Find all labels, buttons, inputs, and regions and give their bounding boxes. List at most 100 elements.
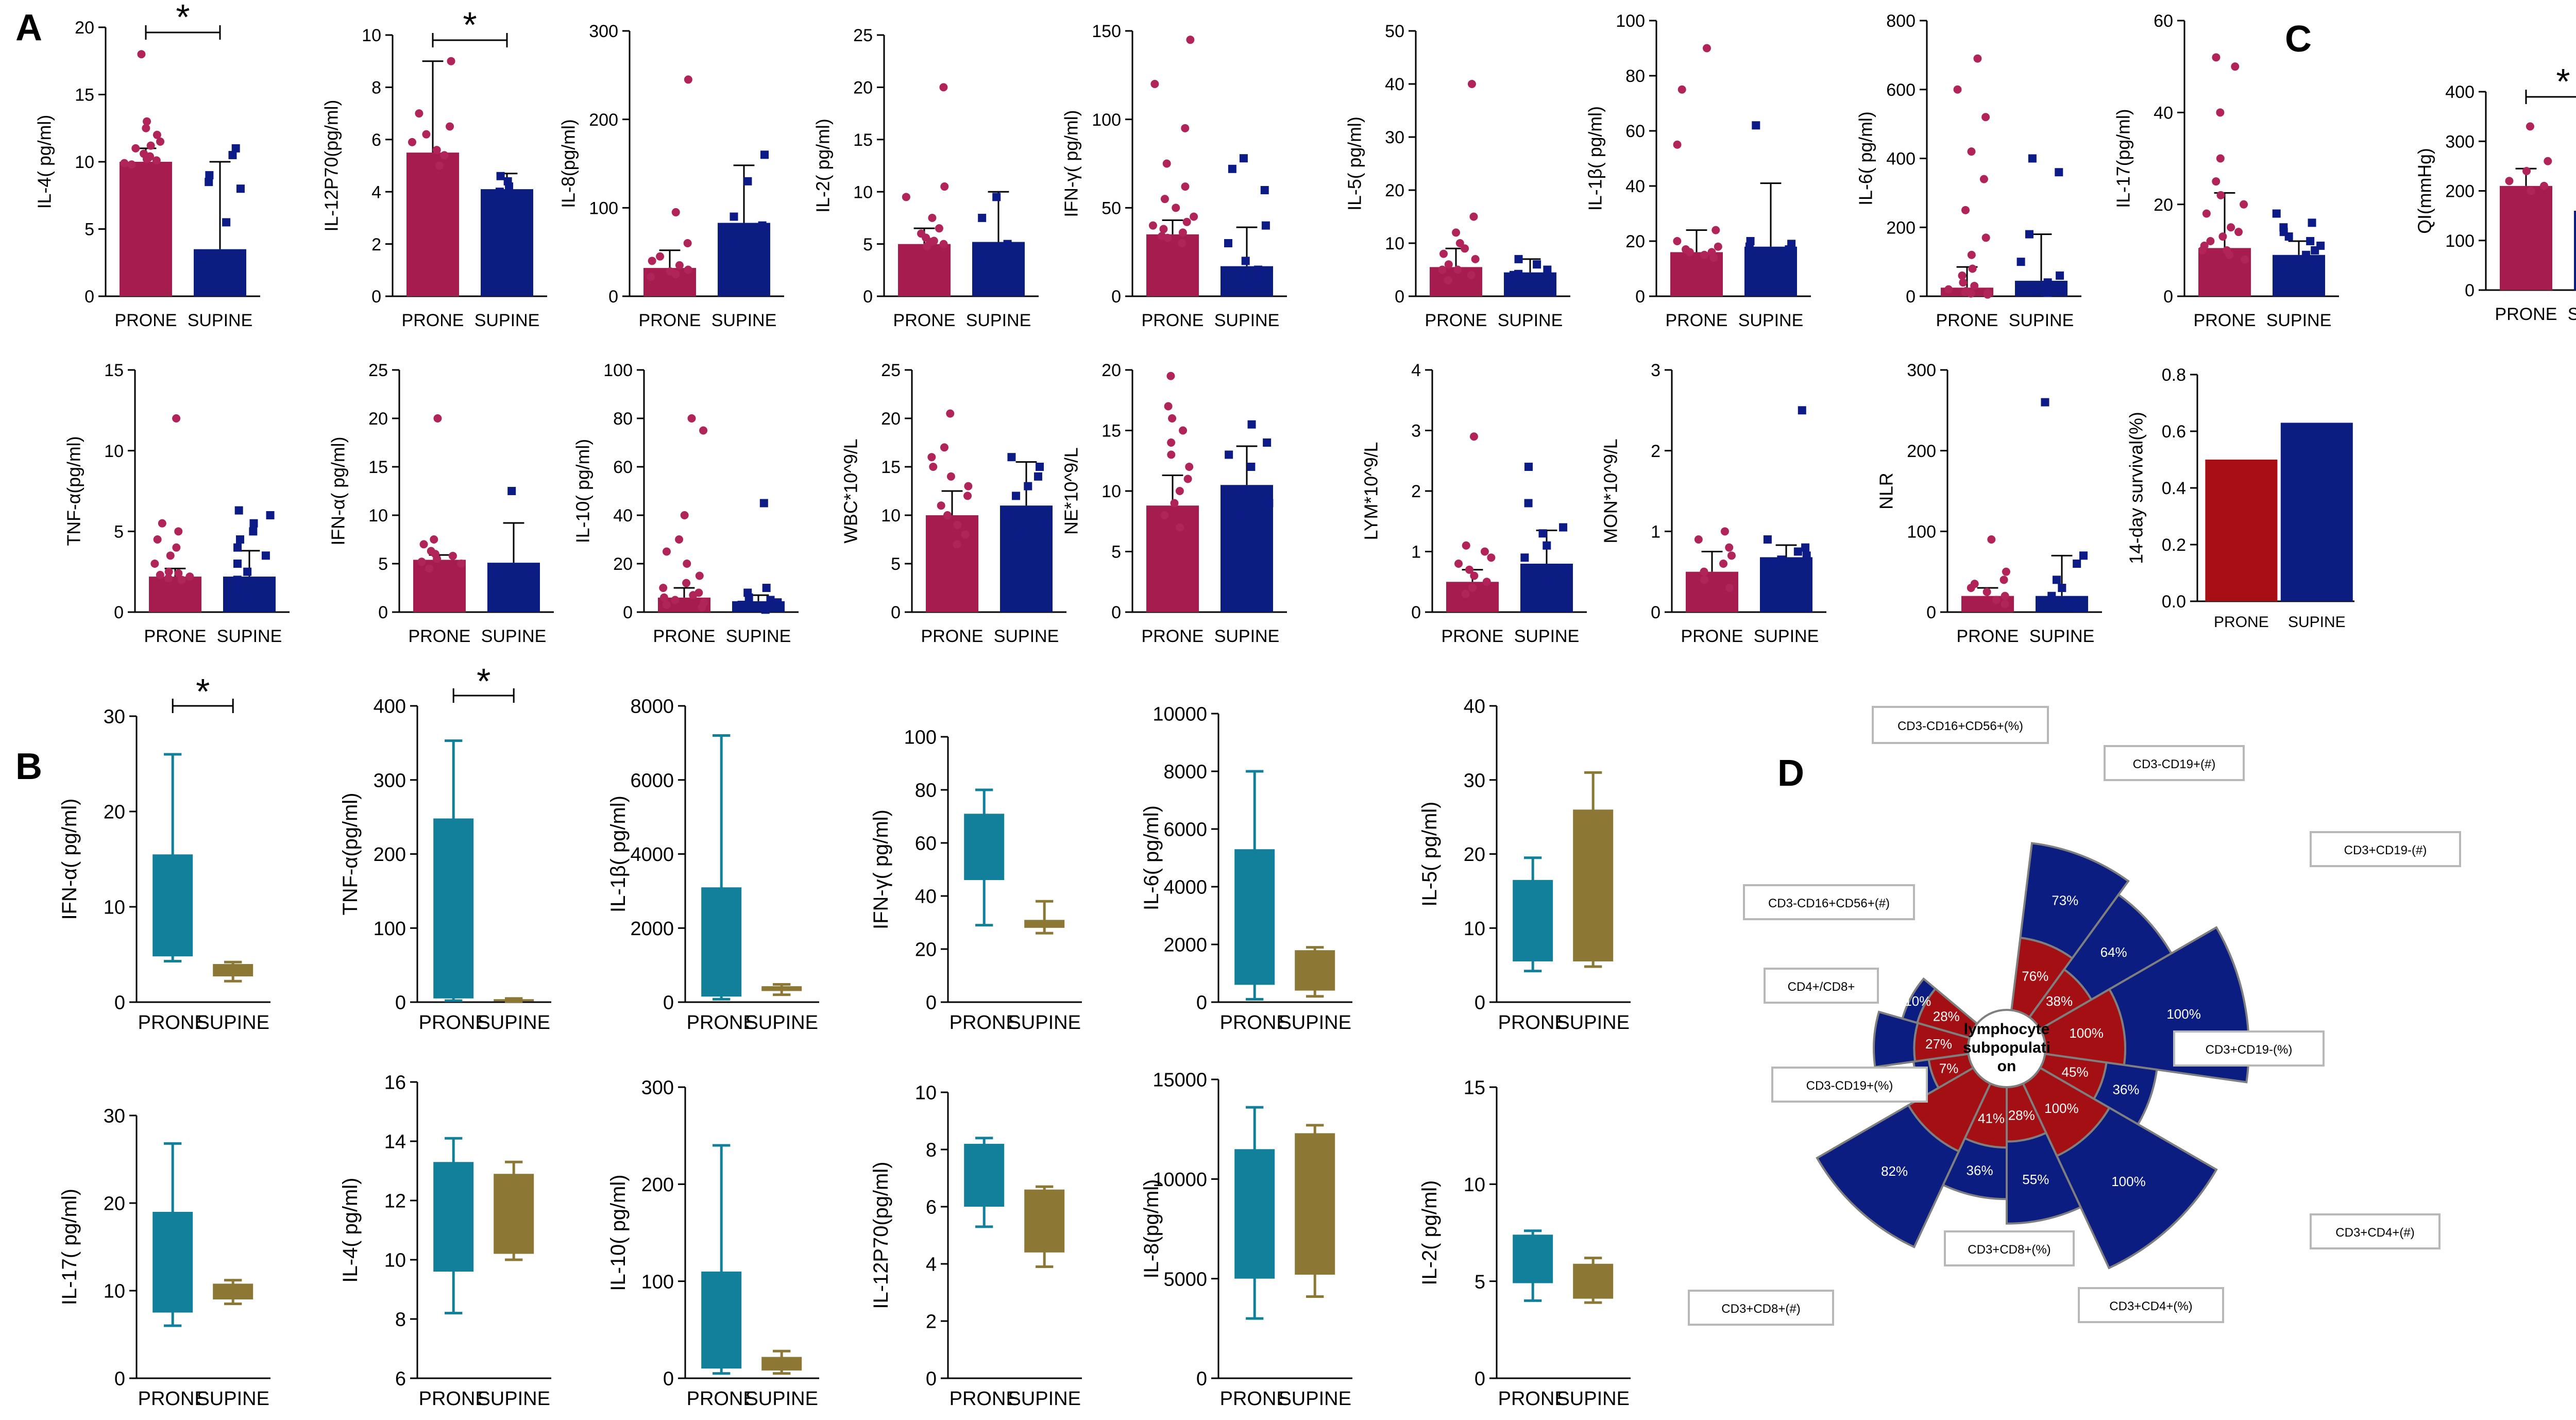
panelA-chart-4-point-prone	[940, 182, 949, 191]
panelA-chart-4-y-tick-label: 15	[853, 130, 873, 150]
panelA-chart-15-point-supine	[1524, 463, 1533, 471]
panelA-chart-12-point-prone	[700, 598, 708, 607]
panelA-chart-9-point-prone	[2218, 232, 2227, 241]
panelA-chart-2-point-prone	[408, 138, 416, 146]
panelA-chart-9-point-prone	[2231, 62, 2240, 71]
panelA-chart-10-point-prone	[174, 569, 183, 578]
panelC-chart-point-prone	[2505, 177, 2514, 185]
panelA-chart-17-y-tick-label: 300	[1907, 361, 1936, 380]
panelB-chart-4-y-tick-label: 40	[915, 886, 937, 908]
panelB-chart-10-y-tick-label: 2	[926, 1311, 937, 1333]
panelA-chart-17-point-prone	[2001, 591, 2009, 600]
panelB-chart-4-y-tick-label: 20	[915, 939, 937, 961]
panelA-chart-1-y-tick-label: 20	[75, 18, 94, 38]
panelA-chart-5-point-prone	[1181, 182, 1190, 191]
panelB-chart-10-y-tick-label: 0	[926, 1368, 937, 1390]
panelB-chart-9-y-tick-label: 300	[641, 1077, 674, 1099]
rose-category-label: CD3+CD19-(#)	[2344, 843, 2427, 857]
panelA-chart-14-point-prone	[1167, 450, 1176, 459]
panelA-chart-1: 0 5 10 15 20 IL-4( pg/ml) PRONE SUPINE *	[35, 0, 260, 330]
panelA-chart-17-point-supine	[2063, 600, 2072, 608]
panelA-chart-6-point-prone	[1467, 80, 1476, 88]
panelA-chart-13-point-prone	[943, 511, 952, 519]
panelA-chart-8-point-supine	[2043, 289, 2052, 297]
panelA-chart-3-point-prone	[648, 257, 656, 265]
panelA-chart-16-point-prone	[1700, 576, 1709, 584]
panelB-chart-2-y-tick-label: 300	[374, 770, 406, 791]
panelA-chart-16-point-supine	[1798, 406, 1806, 415]
panelA-chart-7-bar-supine	[1744, 246, 1797, 296]
panelA-chart-14-point-supine	[1247, 463, 1256, 471]
panelC-chart-y-tick-label: 300	[2445, 132, 2475, 151]
panelB-chart-12-x-label-prone: PRONE	[1498, 1388, 1568, 1410]
panelA-chart-5-point-prone	[1178, 228, 1187, 237]
panelA-chart-11-y-tick-label: 10	[368, 506, 388, 526]
panelA-chart-6-y-tick-label: 30	[1385, 128, 1404, 147]
panelA-chart-13-y-tick-label: 20	[881, 409, 901, 429]
panelA-chart-16-point-prone	[1725, 543, 1734, 552]
panelA-chart-4-y-tick-label: 20	[853, 78, 873, 98]
panelC-chart-point-prone	[2540, 181, 2549, 190]
panelA-chart-4-x-label-supine: SUPINE	[966, 311, 1031, 330]
panelC-chart-point-prone	[2522, 167, 2531, 175]
panelA-chart-5-point-prone	[1162, 159, 1171, 168]
panelA-chart-9-point-prone	[2216, 154, 2225, 163]
panelA-chart-7-y-tick-label: 40	[1625, 177, 1645, 196]
panelA-chart-5-point-prone	[1182, 217, 1191, 226]
panelC-chart-point-prone	[2544, 157, 2552, 165]
panelA-chart-14-point-supine	[1225, 450, 1233, 459]
panelA-chart-3-point-prone	[684, 265, 692, 274]
panelA-chart-1-point-prone	[142, 124, 150, 132]
panelB-chart-9-box-supine	[761, 1357, 802, 1371]
panelA-chart-1-point-supine	[205, 178, 213, 187]
panelB-chart-2-box-prone	[433, 818, 474, 999]
panelB-chart-5-y-tick-label: 2000	[1163, 935, 1207, 956]
panelB-chart-4-y-tick-label: 0	[926, 992, 937, 1014]
panelA-chart-8-point-prone	[1970, 281, 1979, 290]
panelA-chart-1-point-prone	[146, 141, 155, 150]
panelA-chart-2-point-supine	[503, 177, 512, 185]
panelB-chart-8-y-tick-label: 10	[384, 1250, 406, 1272]
panelA-chart-12-y-label: IL-10( pg/ml)	[573, 439, 594, 543]
panelA-chart-11-y-tick-label: 25	[368, 361, 388, 380]
panelB-chart-12-x-label-supine: SUPINE	[1556, 1388, 1629, 1410]
panelB-chart-3-box-prone	[701, 887, 742, 997]
panelA-chart-10-point-supine	[266, 511, 275, 519]
survival-chart: 0.0 0.2 0.4 0.6 0.8 14-day survival(%) PRONE SU…	[2126, 365, 2354, 631]
panelA-chart-8-point-supine	[2055, 168, 2063, 177]
panelA-chart-17-point-prone	[1999, 576, 2008, 584]
panelA-chart-14-point-prone	[1160, 511, 1169, 519]
panelA-chart-16-x-label-prone: PRONE	[1681, 627, 1743, 646]
panelB-chart-2-sig-star: *	[477, 661, 490, 701]
rose-category-box	[1688, 1290, 1834, 1326]
panelA-chart-6-y-tick-label: 0	[1395, 287, 1404, 307]
panelA-chart-12-point-supine	[759, 603, 768, 612]
panelB-chart-4-y-tick-label: 60	[915, 833, 937, 855]
panelB-chart-1-y-tick-label: 30	[104, 706, 125, 728]
panelA-chart-3: 0 100 200 300 IL-8(pg/ml) PRONE SUPINE	[558, 22, 784, 330]
panelA-chart-14-point-supine	[1236, 511, 1245, 519]
panelA-chart-7-y-label: IL-1β( pg/ml)	[1585, 106, 1606, 211]
panelA-chart-4-y-label: IL-2( pg/ml)	[813, 119, 834, 212]
panelB-chart-3-x-label-supine: SUPINE	[745, 1012, 818, 1034]
panelA-chart-9-y-tick-label: 0	[2163, 287, 2173, 307]
rose-outer-value: 36%	[2112, 1082, 2139, 1097]
panelA-chart-12-point-prone	[680, 511, 689, 519]
panelA-chart-15-y-tick-label: 0	[1411, 603, 1421, 622]
panelB-chart-4-x-label-supine: SUPINE	[1008, 1012, 1080, 1034]
panelA-chart-10-y-tick-label: 10	[104, 442, 124, 461]
panelB-chart-11-y-tick-label: 10000	[1153, 1169, 1207, 1191]
panelA-chart-16-point-prone	[1725, 584, 1734, 592]
panelA-chart-6-point-prone	[1469, 212, 1478, 221]
panelA-chart-7-y-tick-label: 20	[1625, 232, 1645, 251]
rose-outer-value: 64%	[2100, 944, 2127, 960]
panelB-chart-2-y-tick-label: 400	[374, 696, 406, 718]
panelA-chart-15-x-label-prone: PRONE	[1442, 627, 1504, 646]
panelA-chart-2: 0 2 4 6 8 10 IL-12P70(pg/ml) PRONE SUPINE *	[321, 5, 547, 330]
panelA-chart-1-bar-prone	[120, 162, 172, 296]
panelA-chart-16-point-supine	[1768, 560, 1777, 568]
panelA-chart-3-y-tick-label: 0	[608, 287, 618, 307]
